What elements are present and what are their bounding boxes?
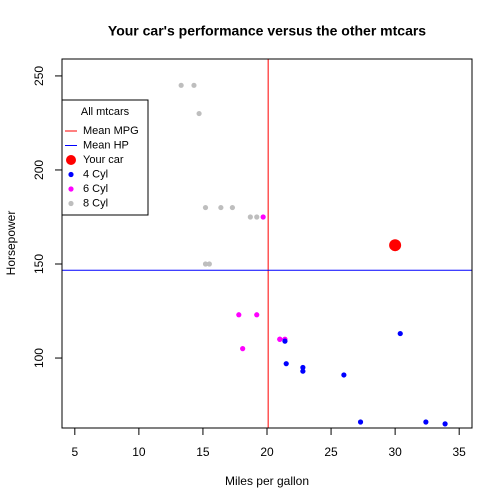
point <box>397 330 403 337</box>
point <box>442 421 448 427</box>
point <box>240 346 246 352</box>
point <box>247 214 253 220</box>
legend-marker <box>68 186 74 192</box>
legend-label: 4 Cyl <box>83 168 108 180</box>
legend-label: Mean MPG <box>83 125 139 137</box>
legend-label: Your car <box>83 154 124 166</box>
point <box>300 364 306 371</box>
y-tick-label: 200 <box>32 160 46 180</box>
plot-frame <box>61 58 473 429</box>
legend-marker <box>68 200 74 207</box>
plot-area <box>62 59 472 428</box>
x-tick-label: 10 <box>132 445 146 459</box>
point <box>236 312 242 318</box>
x-tick-label: 25 <box>324 445 338 459</box>
legend-label: 6 Cyl <box>83 183 108 195</box>
point <box>196 110 202 117</box>
legend-marker <box>66 155 76 165</box>
y-tick-label: 150 <box>32 254 46 274</box>
x-tick-label: 35 <box>453 445 467 459</box>
legend: All mtcars Mean MPG Mean HP Your car 4 Cyl 6 … <box>61 99 149 216</box>
x-tick-label: 20 <box>260 445 274 459</box>
point <box>218 204 224 211</box>
x-tick-label: 30 <box>388 445 402 459</box>
point <box>300 368 306 374</box>
point <box>260 214 266 220</box>
legend-marker <box>68 171 74 178</box>
legend-title: All mtcars <box>81 106 130 118</box>
point <box>341 372 347 378</box>
point <box>254 214 260 220</box>
legend-label: Mean HP <box>83 139 129 151</box>
point <box>254 312 260 318</box>
point <box>423 419 429 425</box>
y-tick-label: 100 <box>32 348 46 368</box>
legend-box <box>61 99 149 216</box>
point <box>277 336 283 342</box>
y-tick-label: 250 <box>32 66 46 86</box>
chart-title: Your car's performance versus the other … <box>108 23 426 39</box>
point <box>283 361 289 367</box>
point <box>389 239 402 252</box>
point <box>206 261 212 267</box>
legend-label: 8 Cyl <box>83 197 108 209</box>
x-tick-label: 5 <box>71 445 78 459</box>
point <box>229 204 236 211</box>
point <box>282 338 288 344</box>
point <box>191 82 197 88</box>
point <box>202 261 209 267</box>
x-axis-label: Miles per gallon <box>225 474 309 488</box>
y-axis-label: Horsepower <box>4 211 18 276</box>
x-tick-label: 15 <box>196 445 210 459</box>
point <box>357 419 364 425</box>
point <box>202 204 209 211</box>
point <box>178 82 184 88</box>
